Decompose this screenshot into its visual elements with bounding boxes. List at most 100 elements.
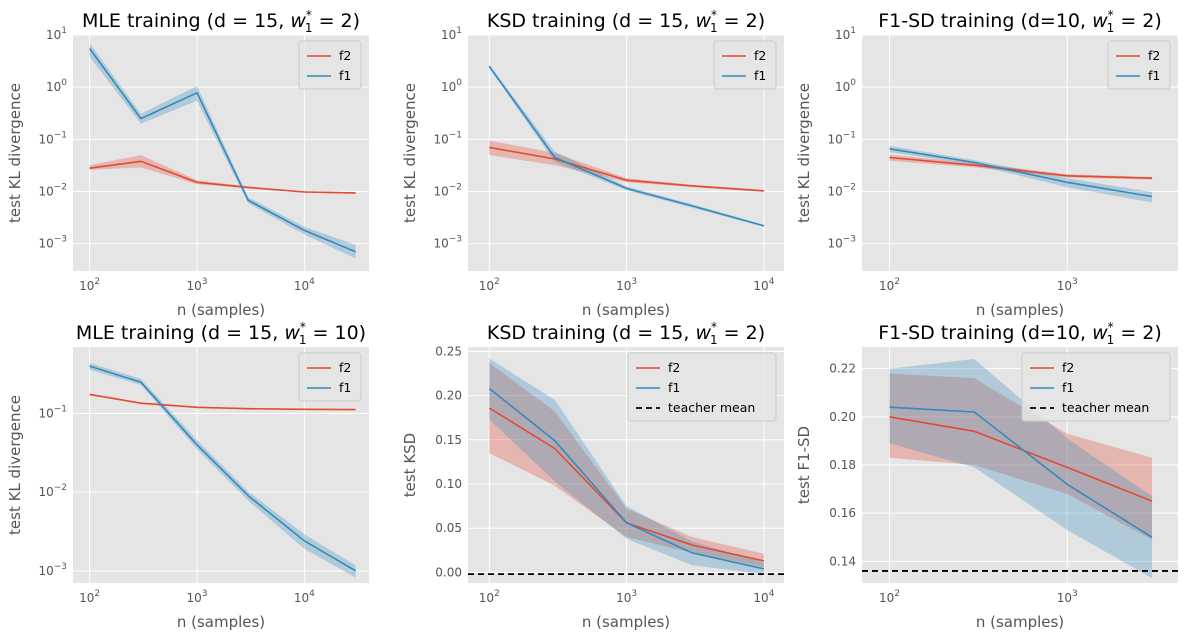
data-layer bbox=[862, 359, 1178, 579]
series-band-f1 bbox=[489, 358, 764, 575]
data-layer bbox=[89, 362, 357, 578]
y-tick-label: 0.14 bbox=[829, 554, 856, 568]
y-axis-label: test KL divergence bbox=[6, 395, 24, 535]
y-tick-label: 10−1 bbox=[827, 130, 856, 146]
x-axis-label: n (samples) bbox=[582, 613, 670, 631]
legend-label: teacher mean bbox=[1062, 400, 1149, 415]
series-line-f1 bbox=[889, 148, 1153, 198]
x-tick-label: 104 bbox=[753, 589, 774, 605]
y-tick-label: 101 bbox=[835, 26, 856, 42]
x-tick-label: 102 bbox=[879, 589, 900, 605]
y-axis-label: test KSD bbox=[401, 433, 419, 497]
panel-3: 102 103 10−3 10−2 10−1 100 101 F1-SD training (… bbox=[795, 8, 1178, 319]
x-tick-label: 104 bbox=[753, 277, 774, 293]
y-tick-label: 101 bbox=[441, 26, 462, 42]
data-layer bbox=[88, 43, 356, 259]
y-tick-label: 10−3 bbox=[827, 235, 856, 251]
series-band-f2 bbox=[89, 155, 356, 194]
panel-title: MLE training (d = 15, w* 1 = 10) bbox=[76, 320, 366, 347]
series-band-f1 bbox=[489, 64, 764, 227]
panel-5: 102 103 104 0.00 0.05 0.10 0.15 0.20 0.25 KSD tra… bbox=[401, 320, 784, 631]
y-tick-label: 10−3 bbox=[38, 235, 67, 251]
legend-label: f2 bbox=[339, 48, 351, 63]
y-tick-label: 0.05 bbox=[435, 521, 462, 535]
panel-4: 102 103 104 10−3 10−2 10−1 MLE training (d = 1… bbox=[6, 320, 369, 631]
x-tick-label: 103 bbox=[1057, 589, 1078, 605]
x-axis-label: n (samples) bbox=[582, 301, 670, 319]
y-tick-label: 0.20 bbox=[829, 410, 856, 424]
y-tick-label: 10−1 bbox=[433, 130, 462, 146]
panel-2: 102 103 104 10−3 10−2 10−1 100 101 KSD training … bbox=[401, 8, 784, 319]
series-line-f1 bbox=[889, 406, 1153, 538]
legend-label: f2 bbox=[754, 48, 766, 63]
x-tick-label: 103 bbox=[616, 589, 637, 605]
panel-title: MLE training (d = 15, w* 1 = 2) bbox=[82, 8, 360, 35]
series-line-f1 bbox=[88, 48, 356, 253]
legend-label: f2 bbox=[668, 360, 680, 375]
legend: f2 f1 teacher mean bbox=[1021, 352, 1171, 422]
y-tick-label: 100 bbox=[46, 78, 67, 94]
x-axis-label: n (samples) bbox=[976, 613, 1064, 631]
y-tick-label: 0.10 bbox=[435, 477, 462, 491]
x-tick-label: 102 bbox=[479, 277, 500, 293]
y-axis-label: test KL divergence bbox=[6, 83, 24, 223]
x-tick-label: 102 bbox=[479, 589, 500, 605]
x-axis-label: n (samples) bbox=[177, 613, 265, 631]
y-tick-label: 0.16 bbox=[829, 506, 856, 520]
series-line-f2 bbox=[89, 393, 356, 411]
y-axis-label: test F1-SD bbox=[795, 426, 813, 504]
y-tick-label: 10−2 bbox=[38, 483, 67, 499]
series-line-f1 bbox=[89, 365, 357, 572]
series-line-f1 bbox=[488, 387, 765, 570]
y-tick-label: 10−2 bbox=[433, 183, 462, 199]
y-tick-label: 0.22 bbox=[829, 362, 856, 376]
y-tick-label: 100 bbox=[441, 78, 462, 94]
series-band-f1 bbox=[889, 359, 1152, 579]
legend-box bbox=[298, 352, 362, 402]
x-axis-label: n (samples) bbox=[976, 301, 1064, 319]
legend-box bbox=[1107, 40, 1171, 90]
panel-1: 102 103 104 10−3 10−2 10−1 100 101 MLE training … bbox=[6, 8, 369, 319]
y-axis-label: test KL divergence bbox=[401, 83, 419, 223]
legend-label: f1 bbox=[339, 380, 351, 395]
y-tick-label: 10−3 bbox=[433, 235, 462, 251]
legend-box bbox=[713, 40, 777, 90]
panel-title: F1-SD training (d=10, w* 1 = 2) bbox=[878, 8, 1162, 35]
x-tick-label: 102 bbox=[79, 277, 100, 293]
legend-label: f2 bbox=[1062, 360, 1074, 375]
x-tick-label: 103 bbox=[616, 277, 637, 293]
series-line-f2 bbox=[489, 146, 764, 192]
legend-label: f1 bbox=[1062, 380, 1074, 395]
y-tick-label: 10−2 bbox=[827, 183, 856, 199]
y-tick-label: 100 bbox=[835, 78, 856, 94]
y-tick-label: 0.15 bbox=[435, 433, 462, 447]
legend-label: f1 bbox=[339, 68, 351, 83]
panel-title: KSD training (d = 15, w* 1 = 2) bbox=[487, 8, 765, 35]
y-tick-label: 10−3 bbox=[38, 562, 67, 578]
x-tick-label: 104 bbox=[294, 589, 315, 605]
data-layer bbox=[889, 145, 1153, 203]
series-line-f1 bbox=[488, 65, 765, 227]
y-tick-label: 0.20 bbox=[435, 389, 462, 403]
data-layer bbox=[468, 358, 784, 576]
legend-label: f2 bbox=[339, 360, 351, 375]
legend-label: f1 bbox=[754, 68, 766, 83]
x-axis-label: n (samples) bbox=[177, 301, 265, 319]
legend-box bbox=[1021, 352, 1171, 422]
panel-title: F1-SD training (d=10, w* 1 = 2) bbox=[878, 320, 1162, 347]
series-line-f2 bbox=[889, 156, 1153, 179]
x-tick-label: 102 bbox=[79, 589, 100, 605]
y-tick-label: 0.18 bbox=[829, 458, 856, 472]
y-tick-label: 0.00 bbox=[435, 565, 462, 579]
legend: f2 f1 teacher mean bbox=[627, 352, 777, 422]
x-tick-label: 103 bbox=[1057, 277, 1078, 293]
data-layer bbox=[488, 64, 765, 227]
panel-6: 102 103 0.14 0.16 0.18 0.20 0.22 F1-SD training… bbox=[795, 320, 1178, 631]
series-line-f2 bbox=[89, 160, 356, 194]
legend-label: f2 bbox=[1148, 48, 1160, 63]
series-band-f1 bbox=[89, 43, 356, 259]
y-axis-label: test KL divergence bbox=[795, 83, 813, 223]
